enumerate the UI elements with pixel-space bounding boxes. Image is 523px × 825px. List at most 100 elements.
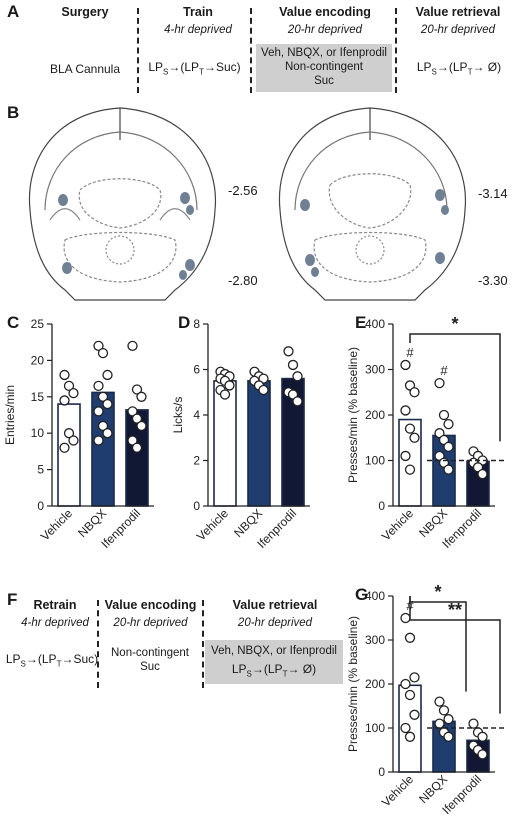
data-point [404,423,416,434]
coordinate-label: -3.30 [478,273,508,288]
data-point [409,709,420,720]
data-point [438,705,450,716]
data-point [68,388,79,399]
data-point [400,359,411,371]
significance-hash: # [440,363,448,378]
sub-value-retrieval: 20-hr deprived [237,617,313,629]
data-point [443,441,454,453]
brain-section-right [278,107,467,301]
coordinate-label: -2.56 [228,183,258,198]
header-surgery: Surgery [61,5,109,19]
data-point [224,380,235,391]
divider [137,8,139,93]
cannula-placement-marks [58,189,449,280]
coordinate-label: -3.14 [478,186,508,201]
data-point [59,442,70,453]
data-point [93,380,104,392]
data-point [283,346,294,357]
y-axis-label: Entries/min [3,385,17,445]
y-tick-label: 200 [365,677,385,691]
data-point [443,418,454,430]
data-point [434,378,445,389]
header-train: Train [183,5,213,19]
brain-section-left [28,107,217,301]
data-point [59,369,70,381]
data-point [102,369,113,381]
y-tick-label: 6 [193,363,200,377]
data-point [409,672,420,683]
y-tick-label: 4 [193,408,200,422]
data-point [97,420,109,432]
data-point [443,731,454,742]
data-point [127,406,138,417]
data-point [131,384,143,395]
y-tick-label: 100 [365,721,385,735]
y-axis-label: Presses/min (% baseline) [346,616,360,752]
data-point [136,420,147,432]
y-tick-label: 400 [365,317,385,331]
coordinate-label: -2.80 [228,273,258,288]
divider [250,8,252,93]
data-point [131,413,143,424]
sub-value-encoding: 20-hr deprived [113,617,188,629]
data-point [127,340,138,351]
significance-star: * [451,314,458,334]
data-point [258,384,269,396]
retrieval-highlight-box [205,640,343,684]
bar-vehicle [57,403,81,507]
y-tick-label: 200 [365,408,385,422]
sub-value-retrieval: 20-hr deprived [420,24,496,36]
panel-label-d: D [178,313,191,332]
data-point [63,428,75,439]
data-point [468,718,479,729]
data-point [93,340,104,351]
retrieval-procedure: LPS→(LPT→ Ø) [231,662,317,679]
y-tick-label: 300 [365,363,385,377]
significance-bracket [409,333,501,442]
data-point [93,406,104,417]
panel-label-c: C [7,313,20,332]
data-point [409,387,420,398]
data-point [102,428,113,439]
significance-star: * [434,582,441,602]
data-point [400,722,411,734]
data-point [219,389,231,400]
panel-label-a: A [7,2,20,21]
panel-label-b: B [7,103,20,122]
data-point [404,464,416,475]
data-point [59,395,70,406]
data-point [136,391,147,402]
encoding-line: Veh, NBQX, or Ifenprodil [261,47,387,59]
brain-atlas-figure [28,107,467,301]
y-tick-label: 2 [193,454,200,468]
data-point [477,749,488,760]
bar-nbqx [247,380,271,507]
header-value-encoding: Value encoding [104,598,197,612]
data-point [477,468,488,480]
data-point [438,409,450,421]
y-tick-label: 0 [378,765,385,779]
y-tick-label: 0 [37,499,44,513]
sub-value-encoding: 20-hr deprived [287,24,363,36]
y-tick-label: 300 [365,633,385,647]
sub-train: 4-hr deprived [164,24,232,36]
y-tick-label: 8 [193,317,200,331]
significance-star: ** [448,600,462,620]
y-tick-label: 0 [193,499,200,513]
surgery-text: BLA Cannula [49,62,121,76]
data-point [102,398,113,410]
data-point [400,405,411,416]
data-point [404,689,416,701]
panel-label-e: E [355,313,367,332]
data-point [400,678,411,690]
header-value-encoding: Value encoding [279,5,371,19]
data-point [292,371,303,382]
data-point [93,435,104,446]
data-point [63,380,75,392]
y-tick-label: 10 [31,426,45,440]
data-point [443,714,454,725]
y-axis-label: Presses/min (% baseline) [346,347,360,483]
